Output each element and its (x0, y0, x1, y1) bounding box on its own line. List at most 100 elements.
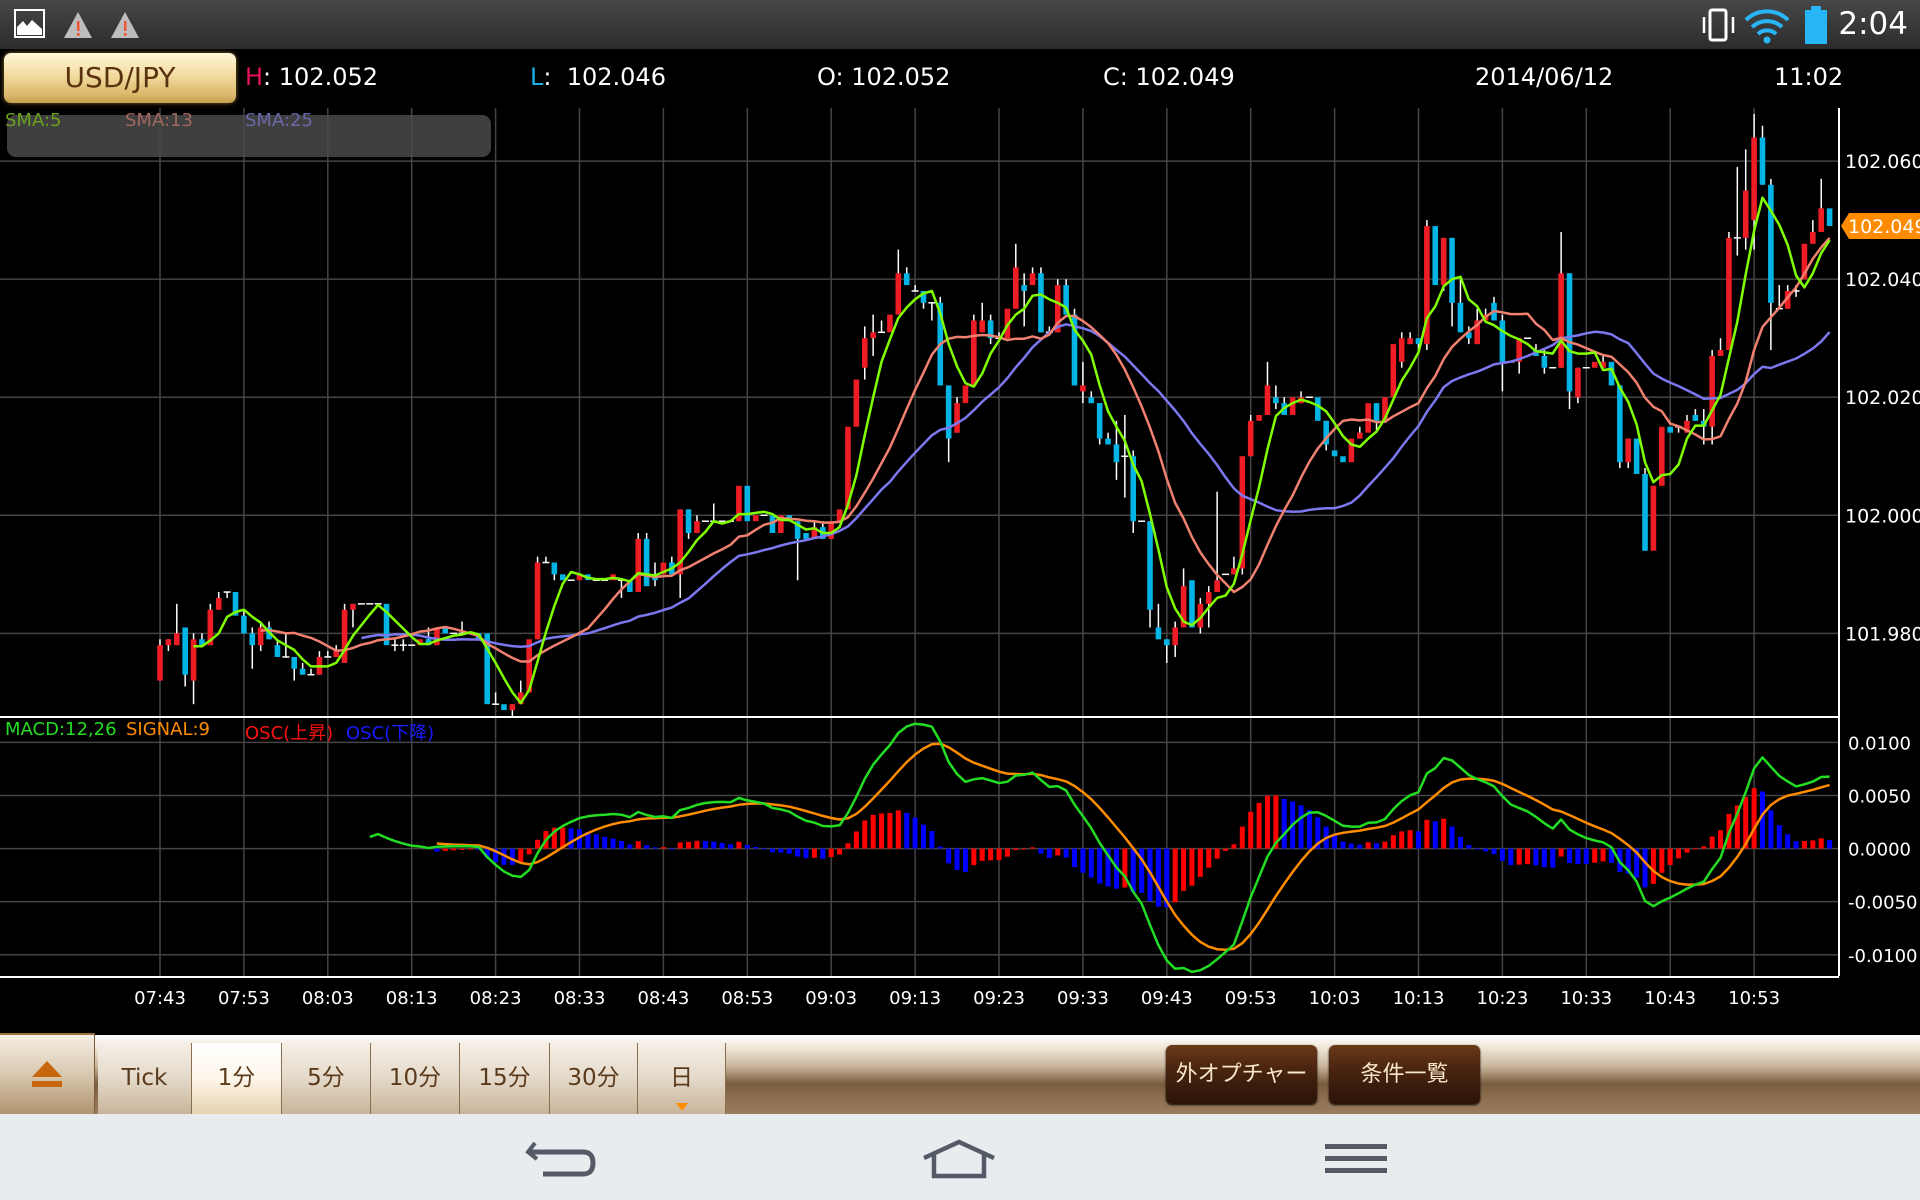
candle-body (1650, 485, 1657, 551)
osc-bar (728, 844, 734, 849)
candle (324, 651, 332, 658)
osc-bar (1625, 848, 1631, 874)
tab-5min[interactable]: 5分 (282, 1043, 371, 1114)
tab-10min[interactable]: 10分 (371, 1043, 460, 1114)
currency-pair-button[interactable]: USD/JPY (4, 53, 236, 103)
condition-list-button[interactable]: 条件一覧 (1329, 1045, 1480, 1104)
candle (173, 603, 180, 646)
candle-body (1080, 385, 1086, 392)
candle-body (526, 639, 532, 693)
price-chart[interactable]: 07:43 07:53 08:03 08:13 08:23 08:33 08:43 08:53… (0, 0, 1920, 1035)
osc-bar (1684, 848, 1690, 853)
candle-body (971, 320, 977, 386)
wifi-icon (1744, 9, 1790, 44)
current-price-tag (1841, 213, 1920, 240)
osc-bar (996, 848, 1002, 861)
candle-body (1096, 403, 1103, 439)
candle (710, 503, 718, 522)
candle (794, 521, 801, 581)
tab-tick[interactable]: Tick (98, 1043, 192, 1114)
candle-body (1256, 414, 1262, 421)
osc-bar (1592, 848, 1598, 863)
osc-bar (1055, 848, 1061, 856)
candle-body (257, 627, 264, 646)
home-icon[interactable] (920, 1138, 998, 1180)
candle-body (836, 509, 843, 522)
osc-bar (1827, 840, 1833, 849)
battery-icon (1805, 6, 1827, 44)
candle-body (182, 627, 188, 675)
candle (895, 249, 902, 315)
candle (1440, 237, 1447, 291)
osc-bar (1164, 848, 1170, 908)
tab-15min[interactable]: 15分 (460, 1043, 550, 1114)
osc-bar (560, 827, 566, 849)
osc-bar (853, 831, 859, 849)
candle (232, 592, 239, 616)
osc-bar (1533, 848, 1539, 866)
osc-bar (719, 842, 725, 849)
legend-signal: SIGNAL:9 (126, 719, 211, 740)
candle (165, 639, 172, 652)
candle (207, 603, 214, 646)
time-tick-label: 08:53 (721, 988, 773, 1009)
osc-bar (1499, 848, 1505, 861)
candle-body (509, 704, 516, 711)
collapse-button[interactable] (0, 1033, 95, 1114)
candle (1180, 568, 1187, 628)
candle (1650, 485, 1657, 551)
close-quote: C: 102.049 (1103, 63, 1235, 91)
menu-icon[interactable] (1325, 1142, 1387, 1176)
osc-bar (1340, 841, 1346, 849)
candle-body (442, 627, 449, 634)
candle (291, 656, 298, 681)
candle (1659, 426, 1665, 486)
candle-body (1180, 586, 1187, 628)
candle (542, 556, 550, 564)
back-icon[interactable] (525, 1139, 599, 1179)
osc-bar (442, 848, 448, 851)
candle (1189, 580, 1195, 628)
tab-day[interactable]: 日 (638, 1043, 726, 1114)
candle (1164, 639, 1170, 663)
eject-icon (32, 1061, 62, 1087)
osc-bar (887, 812, 893, 849)
external-option-chart-button[interactable]: 外オプチャート (1166, 1045, 1317, 1146)
candle (1289, 397, 1296, 415)
candle-body (291, 656, 298, 669)
candle-body (1231, 568, 1237, 575)
candle-body (1239, 456, 1246, 569)
osc-bar (1650, 848, 1656, 884)
candle (643, 533, 650, 587)
high-quote: H: 102.052 (245, 63, 379, 91)
tab-1min[interactable]: 1分 (192, 1043, 282, 1114)
candle (1373, 403, 1380, 433)
osc-bar (434, 848, 440, 852)
candle-body (1432, 226, 1439, 286)
candle (911, 285, 919, 292)
osc-bar (837, 848, 843, 855)
osc-bar (660, 847, 666, 849)
candle (1541, 350, 1548, 374)
candle (962, 385, 969, 404)
candle-body (1801, 243, 1808, 280)
candle-body (417, 639, 423, 646)
candle-body (1214, 580, 1220, 593)
candle (391, 639, 399, 652)
quote-header: USD/JPY H: 102.052 L: 102.046 O: 102.052… (0, 49, 1920, 108)
time-tick-label: 10:03 (1309, 988, 1361, 1009)
candle (492, 692, 500, 705)
osc-bar (627, 844, 633, 849)
osc-bar (971, 848, 977, 866)
candle-body (903, 273, 910, 286)
osc-bar (1608, 848, 1614, 863)
candle-body (861, 338, 868, 368)
candle (215, 592, 222, 610)
price-tick-label: 102.020 (1845, 387, 1920, 409)
osc-bar (811, 848, 817, 858)
status-bar: 2:04 (0, 0, 1920, 49)
osc-bar (1743, 796, 1749, 849)
tab-30min[interactable]: 30分 (550, 1043, 638, 1114)
osc-bar (753, 846, 759, 849)
candle (559, 574, 566, 581)
